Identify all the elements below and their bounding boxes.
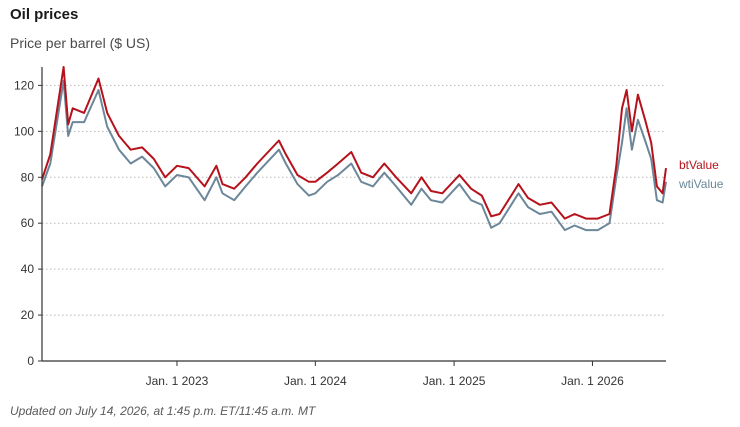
- y-tick-label: 0: [27, 354, 34, 368]
- y-tick-label: 120: [14, 78, 34, 92]
- series-line-btValue: [41, 66, 667, 220]
- series-label-btValue: btValue: [679, 158, 719, 172]
- x-tick-label: Jan. 1 2026: [561, 374, 624, 388]
- x-tick-label: Jan. 1 2023: [146, 374, 209, 388]
- y-tick-label: 60: [21, 216, 35, 230]
- series-line-wtiValue: [41, 79, 667, 232]
- series-label-wtiValue: wtiValue: [678, 177, 724, 191]
- y-tick-label: 40: [21, 262, 35, 276]
- grid-lines: [42, 84, 666, 316]
- x-tick-label: Jan. 1 2025: [423, 374, 486, 388]
- chart-subtitle: Price per barrel ($ US): [10, 35, 151, 51]
- y-tick-label: 80: [21, 170, 35, 184]
- axes: 0 20 40 60 80 100 120 Jan. 1 2023 Jan. 1 2024 Jan…: [14, 67, 666, 388]
- updated-note: Updated on July 14, 2026, at 1:45 p.m. E…: [10, 404, 316, 418]
- series-lines: [41, 66, 667, 232]
- y-tick-label: 100: [14, 124, 34, 138]
- chart-title: Oil prices: [10, 6, 79, 23]
- x-tick-label: Jan. 1 2024: [284, 374, 347, 388]
- y-tick-label: 20: [21, 308, 35, 322]
- series-labels: btValue wtiValue: [678, 158, 724, 191]
